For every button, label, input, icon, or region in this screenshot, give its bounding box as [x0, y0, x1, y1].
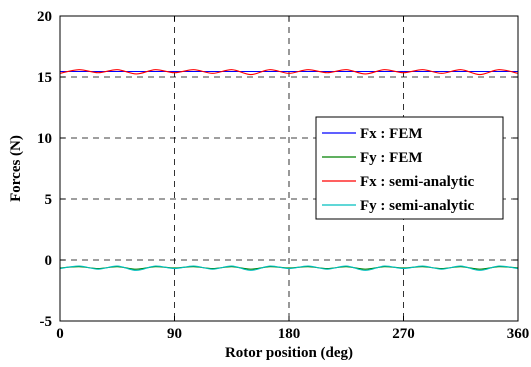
y-tick-label: 20 — [37, 9, 52, 25]
y-tick-label: 10 — [37, 131, 52, 147]
series-lines — [59, 69, 519, 271]
x-tick-label: 270 — [392, 326, 415, 342]
x-tick-label: 90 — [167, 326, 182, 342]
grid-lines — [60, 16, 518, 321]
y-tick-label: -5 — [40, 314, 53, 330]
series-line — [59, 69, 519, 76]
y-axis-label: Forces (N) — [8, 135, 24, 202]
legend-label: Fy : FEM — [360, 150, 422, 166]
series-line — [59, 266, 519, 270]
x-tick-label: 360 — [507, 326, 530, 342]
y-tick-label: 5 — [45, 192, 53, 208]
legend: Fx : FEM Fy : FEM Fx : semi-analytic Fy : s… — [315, 116, 504, 220]
legend-label: Fy : semi-analytic — [360, 198, 474, 214]
series-line — [59, 265, 519, 271]
x-tick-label: 180 — [278, 326, 301, 342]
legend-label: Fx : semi-analytic — [360, 174, 474, 190]
y-tick-label: 0 — [45, 253, 53, 269]
legend-box — [315, 116, 504, 220]
y-tick-label: 15 — [37, 70, 52, 86]
x-tick-label: 0 — [56, 326, 64, 342]
legend-label: Fx : FEM — [360, 126, 422, 142]
x-axis-label: Rotor position (deg) — [225, 345, 353, 361]
